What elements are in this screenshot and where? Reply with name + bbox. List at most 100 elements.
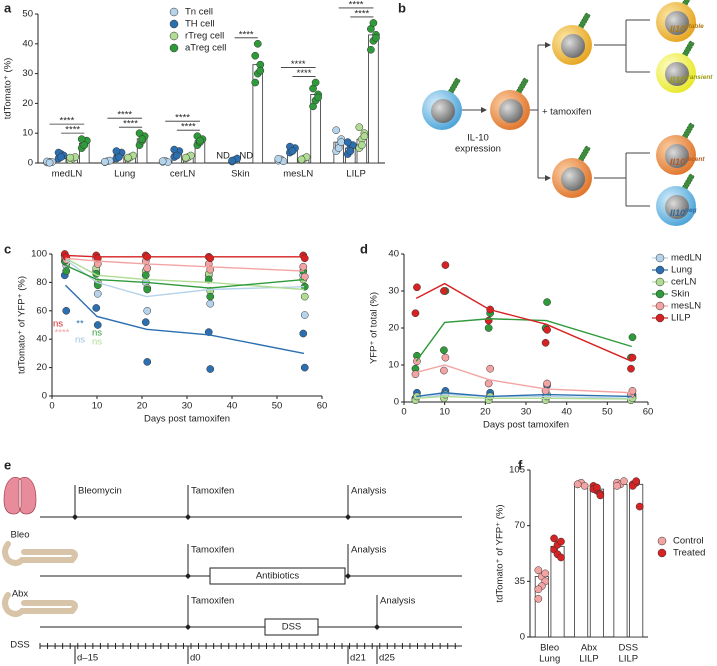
event-label: Tamoxifen <box>191 545 234 556</box>
legend-label: Lung <box>671 265 692 276</box>
legend-label: mesLN <box>671 301 701 312</box>
treatment-label: DSS <box>282 622 302 633</box>
data-point <box>613 482 621 490</box>
y-tick-label: 30 <box>388 286 399 297</box>
legend-marker <box>169 31 179 41</box>
data-point <box>204 275 213 284</box>
data-point <box>206 299 215 308</box>
treatment-label: Antibiotics <box>256 571 300 582</box>
event-label: Tamoxifen <box>191 486 234 497</box>
annotation: ns <box>92 328 102 339</box>
data-point <box>300 272 309 281</box>
data-point <box>635 502 644 511</box>
event-marker <box>374 624 380 630</box>
data-point <box>206 365 215 373</box>
data-point <box>440 287 448 295</box>
annotation: ns <box>75 335 85 346</box>
legend-box <box>649 251 707 325</box>
data-point <box>596 491 605 500</box>
data-point <box>300 254 309 263</box>
receptor <box>577 145 591 163</box>
y-axis-label: YFP⁺ of total (%) <box>369 292 380 364</box>
lung-icon <box>3 476 37 515</box>
data-point <box>80 141 89 149</box>
event-label: Analysis <box>351 545 387 556</box>
x-tick-label: 40 <box>561 407 572 418</box>
panel-letter: f <box>518 457 523 472</box>
time-label: d–15 <box>77 653 98 664</box>
fate-sup: recent <box>685 156 705 163</box>
bar <box>574 483 589 638</box>
data-point <box>204 328 213 336</box>
legend-label: Skin <box>671 289 689 300</box>
nucleus <box>665 195 689 219</box>
x-tick-label: medLN <box>52 169 83 180</box>
x-tick-label: 50 <box>602 407 613 418</box>
data-point <box>543 379 551 388</box>
data-point <box>593 483 601 492</box>
x-tick-label: Lung <box>114 169 135 180</box>
y-tick-label: 70 <box>514 520 525 531</box>
fate-base: Il10 <box>670 75 685 85</box>
legend-label: rTreg cell <box>185 31 224 42</box>
data-point <box>228 156 236 165</box>
fate-label: Il10recent <box>670 156 705 168</box>
timeline: Bleo Bleomycin Tamoxifen Analysis Abx Tamoxif… <box>2 476 462 664</box>
y-tick-label: 10 <box>388 360 399 371</box>
line <box>65 254 304 258</box>
y-tick-label: 20 <box>388 323 399 334</box>
event-label: Analysis <box>351 486 387 497</box>
gut-icon <box>2 541 78 566</box>
receptor <box>515 77 529 95</box>
data-point <box>411 309 420 318</box>
x-tick-label: 60 <box>317 401 328 412</box>
row-label: Abx <box>12 589 29 600</box>
data-point <box>66 153 75 162</box>
data-point <box>45 158 54 167</box>
data-point <box>141 318 150 327</box>
data-point <box>484 316 493 325</box>
data-point <box>557 537 565 546</box>
fate-label: Il10stable <box>670 23 704 35</box>
y-axis-label: tdTomato⁺ of YFP⁺ (%) <box>495 504 506 602</box>
time-label: d21 <box>350 653 366 664</box>
legend-label: LILP <box>671 313 691 324</box>
fate-diagram: Il10stableIl10transientIl10recentIl10neg… <box>422 0 713 226</box>
nucleus <box>499 99 523 123</box>
x-tick-label: Abx <box>581 643 598 654</box>
data-point <box>143 285 152 294</box>
legend-label: Control <box>673 536 704 547</box>
receptor <box>681 122 695 140</box>
data-point <box>57 153 65 161</box>
receptor <box>681 0 695 7</box>
legend-label: aTreg cell <box>185 43 226 54</box>
annotation: ns <box>92 337 102 348</box>
x-tick-label: LILP <box>619 654 639 665</box>
data-point <box>181 153 190 162</box>
event-label: Tamoxifen <box>191 596 234 607</box>
data-point <box>534 585 543 594</box>
data-point <box>557 553 565 562</box>
data-point <box>355 123 364 132</box>
fate-sup: neg <box>685 207 697 214</box>
data-point <box>299 329 308 338</box>
y-tick-label: 20 <box>36 362 47 373</box>
data-point <box>346 147 355 155</box>
significance-label: **** <box>117 110 132 121</box>
fate-sup: stable <box>685 23 704 30</box>
event-marker <box>185 514 191 520</box>
x-tick-label: Skin <box>231 169 249 180</box>
y-tick-label: 30 <box>22 68 33 79</box>
event-label: Analysis <box>380 596 416 607</box>
x-tick-label: 0 <box>401 407 406 418</box>
x-tick-label: cerLN <box>170 169 195 180</box>
significance-label: **** <box>175 113 190 124</box>
line <box>65 264 305 289</box>
y-tick-label: 40 <box>36 334 47 345</box>
data-point <box>580 482 589 490</box>
legend-marker <box>169 19 179 29</box>
legend-marker <box>169 7 179 17</box>
legend-marker <box>657 536 667 546</box>
data-point <box>251 78 260 87</box>
